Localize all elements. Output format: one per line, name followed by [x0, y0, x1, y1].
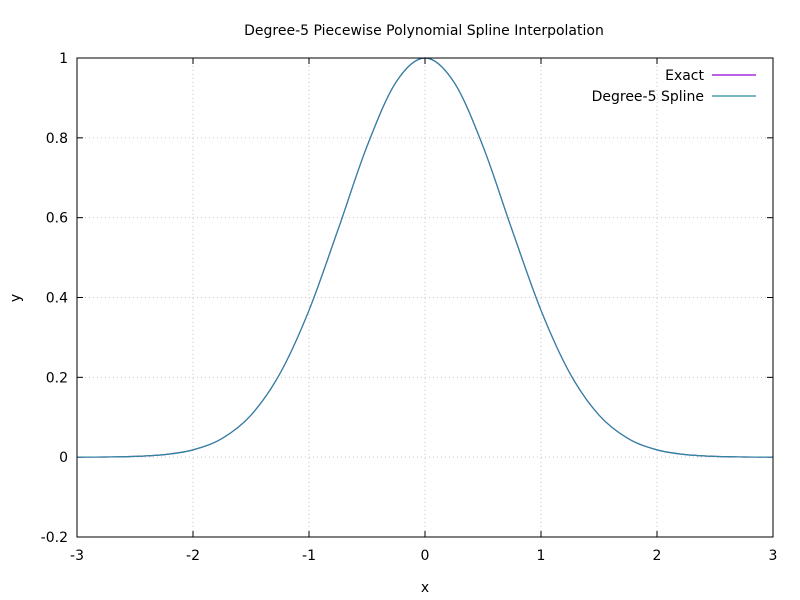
x-tick-label: 0 [421, 548, 430, 564]
series-line-0 [76, 57, 774, 458]
x-axis-label: x [421, 580, 429, 596]
x-tick-label: -3 [70, 548, 84, 564]
x-tick-label: -2 [186, 548, 200, 564]
chart-title: Degree-5 Piecewise Polynomial Spline Int… [244, 23, 604, 39]
legend: Exact Degree-5 Spline [592, 68, 756, 105]
y-tick-label: 0.8 [46, 131, 68, 147]
y-axis-label: y [8, 294, 24, 302]
x-tick-label: 3 [769, 548, 778, 564]
legend-label-0: Exact [665, 68, 704, 84]
y-tick-label: -0.2 [41, 530, 68, 546]
ticks: -3 -2 -1 0 1 2 3 -0.2 0 0.2 0.4 0.6 0.8 1 [41, 51, 778, 564]
y-tick-label: 0 [59, 450, 68, 466]
y-tick-label: 1 [59, 51, 68, 67]
x-tick-label: -1 [302, 548, 316, 564]
y-tick-label: 0.2 [46, 370, 68, 386]
y-tick-label: 0.4 [46, 291, 68, 307]
grid [77, 58, 773, 537]
legend-label-1: Degree-5 Spline [592, 89, 704, 105]
x-tick-label: 2 [653, 548, 662, 564]
plot-frame [76, 57, 774, 538]
y-tick-label: 0.6 [46, 211, 68, 227]
series-line-1 [76, 57, 774, 458]
x-tick-label: 1 [537, 548, 546, 564]
series [76, 57, 774, 458]
